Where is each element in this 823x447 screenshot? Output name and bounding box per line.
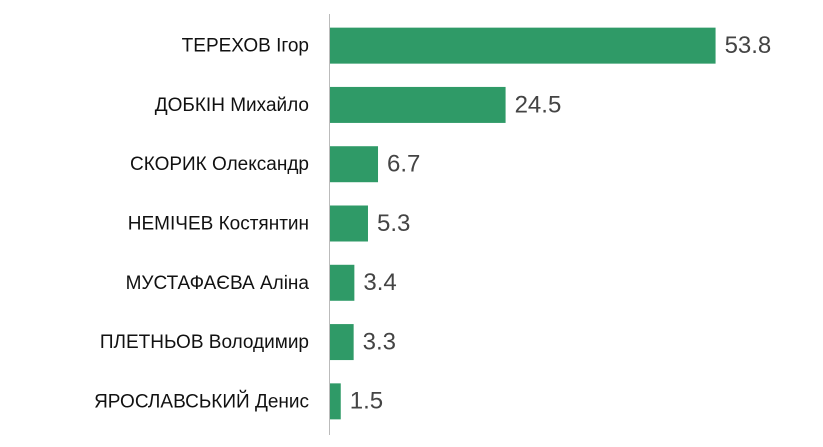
value-label: 3.3: [363, 328, 396, 355]
value-label: 6.7: [387, 151, 420, 178]
category-label: СКОРИК Олександр: [130, 154, 309, 175]
category-label: МУСТАФАЄВА Аліна: [126, 273, 310, 294]
category-label: ДОБКІН Михайло: [155, 95, 309, 116]
value-label: 53.8: [725, 32, 772, 59]
category-label: ПЛЕТНЬОВ Володимир: [100, 332, 309, 353]
value-label: 1.5: [350, 388, 383, 415]
bar: [330, 27, 716, 64]
category-label: НЕМІЧЕВ Костянтин: [128, 214, 309, 235]
value-label: 24.5: [515, 91, 562, 118]
category-label: ТЕРЕХОВ Ігор: [182, 36, 309, 57]
bar: [330, 146, 379, 183]
bar: [330, 324, 354, 361]
category-label: ЯРОСЛАВСЬКИЙ Денис: [94, 390, 309, 412]
bar: [330, 205, 368, 242]
bar: [330, 264, 355, 301]
value-label: 5.3: [377, 210, 410, 237]
bar: [330, 383, 341, 420]
value-label: 3.4: [363, 269, 396, 296]
bar: [330, 86, 506, 123]
